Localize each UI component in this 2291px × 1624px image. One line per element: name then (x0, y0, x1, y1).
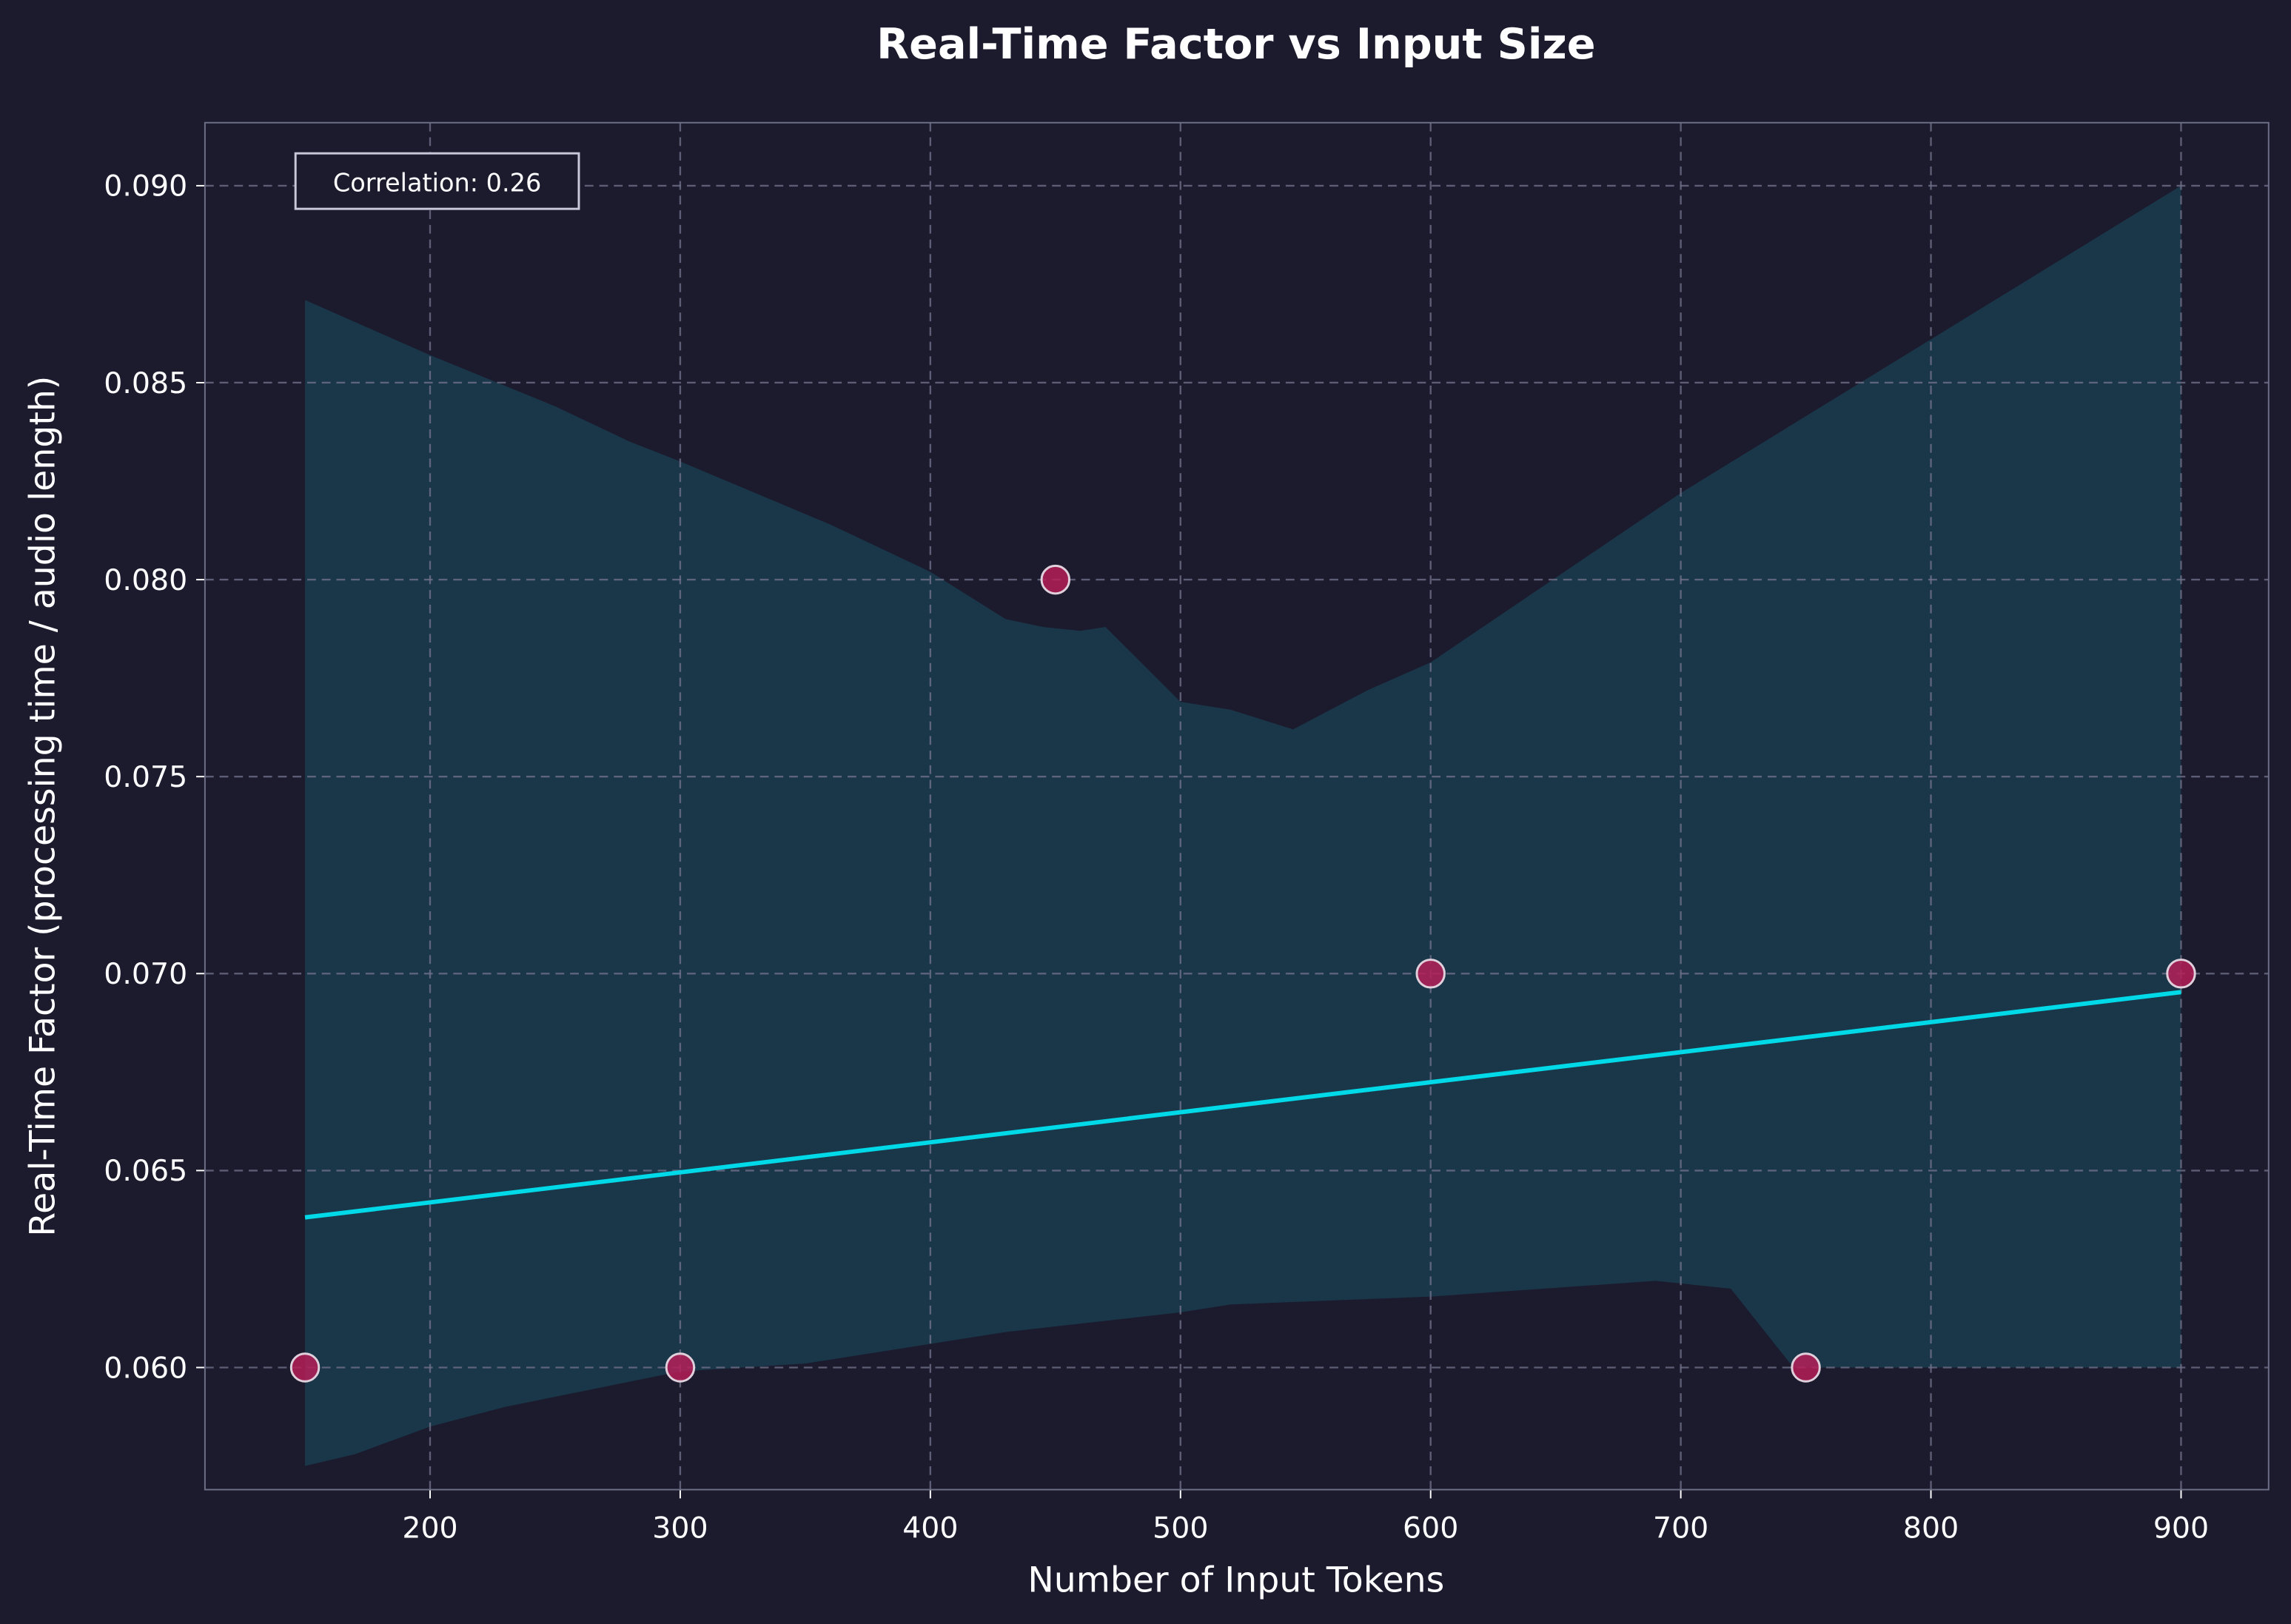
confidence-band (305, 185, 2181, 1466)
annotation-box (294, 152, 580, 210)
y-tick-label: 0.090 (104, 170, 187, 204)
data-point (1040, 564, 1071, 595)
axes-frame (204, 121, 2270, 1491)
x-tick-label: 900 (2153, 1511, 2209, 1546)
data-point (1791, 1352, 1821, 1383)
regression-line (304, 990, 2181, 1220)
y-axis-label: Real-Time Factor (processing time / audi… (23, 376, 64, 1237)
data-point (1415, 959, 1446, 989)
y-tick-label: 0.075 (104, 760, 187, 794)
y-tick-label: 0.060 (104, 1351, 187, 1385)
y-tick-label: 0.065 (104, 1154, 187, 1188)
x-tick-label: 300 (652, 1511, 708, 1546)
y-tick-label: 0.085 (104, 366, 187, 400)
x-tick-label: 800 (1903, 1511, 1959, 1546)
correlation-annotation: Correlation: 0.26 (294, 152, 580, 210)
plot-area: 200 300 400 500 600 700 800 900 0.060 0.065 0.070 0… (104, 121, 2270, 1546)
x-tick-label: 500 (1153, 1511, 1208, 1546)
y-tick-label: 0.070 (104, 957, 187, 991)
x-tick-label: 700 (1653, 1511, 1708, 1546)
x-tick-label: 400 (902, 1511, 958, 1546)
y-tick-label: 0.080 (104, 563, 187, 597)
data-point (2166, 959, 2196, 989)
annotation-text: Correlation: 0.26 (333, 168, 542, 197)
x-tick-label: 200 (402, 1511, 457, 1546)
chart-title: Real-Time Factor vs Input Size (876, 20, 1595, 69)
data-point (289, 1352, 321, 1383)
x-axis-label: Number of Input Tokens (1027, 1560, 1444, 1601)
data-point (665, 1352, 696, 1383)
x-tick-label: 600 (1403, 1511, 1458, 1546)
